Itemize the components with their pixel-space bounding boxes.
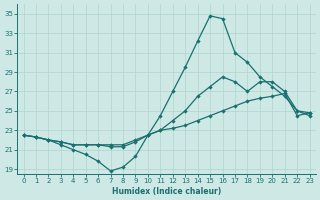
X-axis label: Humidex (Indice chaleur): Humidex (Indice chaleur) [112,187,221,196]
